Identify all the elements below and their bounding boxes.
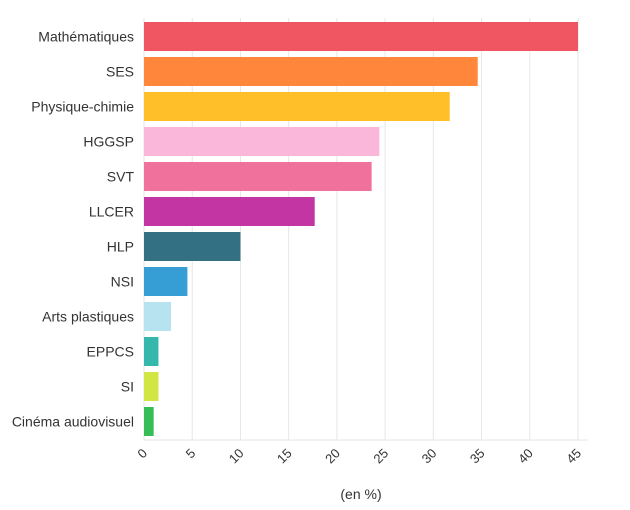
bar	[144, 372, 159, 401]
x-axis-label: (en %)	[340, 486, 381, 502]
y-category-label: Arts plastiques	[42, 309, 134, 325]
bar	[144, 302, 172, 331]
y-category-label: SES	[106, 64, 134, 80]
x-tick-label: 10	[226, 446, 247, 467]
x-tick-label: 30	[419, 446, 440, 467]
x-tick-label: 20	[322, 446, 343, 467]
bar	[144, 92, 450, 121]
bar	[144, 127, 380, 156]
x-tick-label: 15	[274, 446, 295, 467]
x-tick-label: 45	[563, 446, 584, 467]
y-category-label: Physique-chimie	[31, 99, 134, 115]
bar	[144, 22, 578, 51]
x-tick-label: 25	[370, 446, 391, 467]
x-tick-label: 35	[467, 446, 488, 467]
x-tick-label: 0	[134, 446, 150, 462]
y-category-label: Mathématiques	[38, 29, 134, 45]
y-category-label: HLP	[107, 239, 134, 255]
y-category-label: Cinéma audiovisuel	[12, 414, 134, 430]
bar	[144, 162, 372, 191]
bar	[144, 57, 478, 86]
bar	[144, 232, 241, 261]
bar	[144, 407, 154, 436]
y-category-label: SI	[121, 379, 134, 395]
bar	[144, 197, 315, 226]
bar	[144, 337, 159, 366]
y-category-label: SVT	[107, 169, 135, 185]
x-tick-label: 5	[183, 446, 199, 462]
y-category-label: LLCER	[89, 204, 134, 220]
bar	[144, 267, 188, 296]
y-category-label: NSI	[111, 274, 134, 290]
x-tick-label: 40	[515, 446, 536, 467]
y-category-label: EPPCS	[87, 344, 134, 360]
y-category-label: HGGSP	[83, 134, 134, 150]
